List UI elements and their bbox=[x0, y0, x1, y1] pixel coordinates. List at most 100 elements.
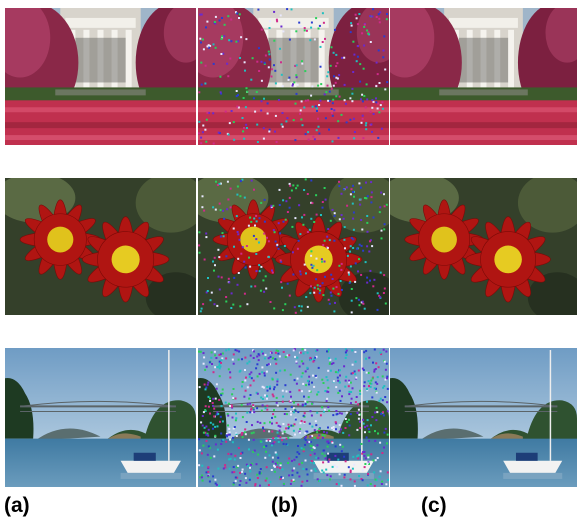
noise-pixel bbox=[364, 24, 366, 26]
noise-pixel bbox=[230, 307, 232, 309]
noise-pixel bbox=[255, 238, 257, 240]
noise-pixel bbox=[324, 455, 326, 457]
noise-pixel bbox=[307, 231, 309, 233]
noise-pixel bbox=[242, 436, 244, 438]
noise-pixel bbox=[264, 62, 266, 64]
noise-pixel bbox=[303, 214, 305, 216]
noise-pixel bbox=[318, 428, 320, 430]
noise-pixel bbox=[225, 301, 227, 303]
noise-pixel bbox=[238, 359, 240, 361]
noise-pixel bbox=[265, 445, 267, 447]
noise-pixel bbox=[257, 393, 259, 395]
noise-pixel bbox=[283, 221, 285, 223]
noise-pixel bbox=[233, 388, 235, 390]
noise-pixel bbox=[324, 276, 326, 278]
noise-pixel bbox=[222, 232, 224, 234]
noise-pixel bbox=[307, 99, 309, 101]
noise-pixel bbox=[343, 218, 345, 220]
noise-pixel bbox=[282, 396, 284, 398]
noise-pixel bbox=[198, 244, 200, 246]
noise-pixel bbox=[367, 462, 369, 464]
noise-pixel bbox=[338, 265, 340, 267]
noise-pixel bbox=[376, 392, 378, 394]
noise-pixel bbox=[355, 361, 357, 363]
noise-pixel bbox=[263, 233, 265, 235]
noise-pixel bbox=[371, 191, 373, 193]
noise-pixel bbox=[374, 440, 376, 442]
noise-pixel bbox=[208, 406, 210, 408]
noise-pixel bbox=[309, 390, 311, 392]
noise-pixel bbox=[374, 485, 376, 487]
noise-pixel bbox=[289, 39, 291, 41]
noise-pixel bbox=[268, 240, 270, 242]
noise-pixel bbox=[384, 361, 386, 363]
noise-pixel bbox=[206, 119, 208, 121]
noise-pixel bbox=[366, 282, 368, 284]
noise-pixel bbox=[280, 462, 282, 464]
noise-pixel bbox=[205, 236, 207, 238]
noise-pixel bbox=[279, 232, 281, 234]
noise-pixel bbox=[381, 483, 383, 485]
noise-pixel bbox=[339, 218, 341, 220]
noise-pixel bbox=[246, 245, 248, 247]
noise-pixel bbox=[382, 108, 384, 110]
noise-pixel bbox=[305, 296, 307, 298]
noise-pixel bbox=[229, 468, 231, 470]
noise-pixel bbox=[377, 376, 379, 378]
noise-pixel bbox=[352, 41, 354, 43]
noise-pixel bbox=[387, 410, 389, 412]
noise-pixel bbox=[247, 386, 249, 388]
noise-pixel bbox=[233, 466, 235, 468]
noise-pixel bbox=[209, 481, 211, 483]
noise-pixel bbox=[302, 383, 304, 385]
noise-pixel bbox=[321, 261, 323, 263]
noise-pixel bbox=[344, 386, 346, 388]
noise-pixel bbox=[327, 379, 329, 381]
noise-pixel bbox=[348, 274, 350, 276]
noise-pixel bbox=[299, 432, 301, 434]
noise-pixel bbox=[327, 85, 329, 87]
noise-pixel bbox=[352, 203, 354, 205]
noise-pixel bbox=[357, 403, 359, 405]
noise-pixel bbox=[229, 58, 231, 60]
noise-pixel bbox=[261, 366, 263, 368]
noise-pixel bbox=[332, 466, 334, 468]
noise-pixel bbox=[250, 371, 252, 373]
noise-pixel bbox=[251, 424, 253, 426]
noise-pixel bbox=[380, 192, 382, 194]
noise-pixel bbox=[209, 361, 211, 363]
noise-pixel bbox=[220, 443, 222, 445]
noise-pixel bbox=[380, 352, 382, 354]
noise-pixel bbox=[312, 375, 314, 377]
noise-pixel bbox=[214, 303, 216, 305]
noise-pixel bbox=[370, 181, 372, 183]
noise-pixel bbox=[337, 413, 339, 415]
noise-pixel bbox=[199, 38, 201, 40]
noise-pixel bbox=[228, 281, 230, 283]
noise-pixel bbox=[358, 258, 360, 260]
noise-pixel bbox=[384, 205, 386, 207]
noise-pixel bbox=[237, 465, 239, 467]
noise-pixel bbox=[364, 466, 366, 468]
noise-pixel bbox=[316, 129, 318, 131]
noise-pixel bbox=[200, 142, 202, 144]
noise-pixel bbox=[328, 461, 330, 463]
noise-pixel bbox=[306, 480, 308, 482]
noise-pixel bbox=[198, 438, 200, 440]
noise-pixel bbox=[310, 255, 312, 257]
noise-pixel bbox=[258, 242, 260, 244]
noise-pixel bbox=[352, 372, 354, 374]
noise-pixel bbox=[367, 33, 369, 35]
noise-pixel bbox=[269, 388, 271, 390]
noise-pixel bbox=[286, 390, 288, 392]
noise-pixel bbox=[220, 416, 222, 418]
noise-pixel bbox=[212, 261, 214, 263]
noise-pixel bbox=[240, 457, 242, 459]
noise-pixel bbox=[265, 275, 267, 277]
noise-pixel bbox=[354, 485, 356, 487]
noise-pixel bbox=[284, 413, 286, 415]
noise-pixel bbox=[348, 385, 350, 387]
noise-pixel bbox=[383, 274, 385, 276]
noise-pixel bbox=[201, 476, 203, 478]
noise-pixel bbox=[237, 186, 239, 188]
